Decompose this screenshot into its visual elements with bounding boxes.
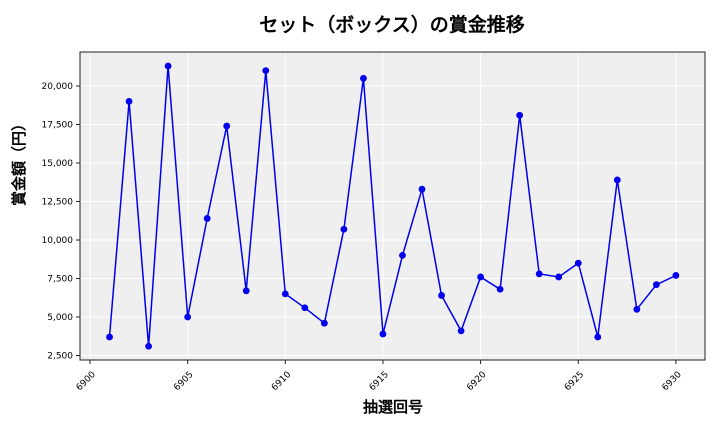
data-point: [320, 319, 328, 327]
y-tick-label: 2,500: [47, 352, 73, 362]
data-point: [262, 67, 270, 74]
data-point: [125, 98, 133, 105]
x-tick-label: 6920: [465, 370, 488, 393]
data-point: [672, 272, 680, 279]
x-tick-label: 6925: [563, 370, 586, 393]
data-point: [184, 313, 192, 321]
data-point: [360, 74, 367, 82]
data-point: [438, 292, 445, 299]
data-point: [496, 285, 504, 293]
y-tick-label: 12,500: [42, 198, 74, 208]
y-tick-label: 5,000: [47, 313, 73, 323]
chart-title: セット（ボックス）の賞金推移: [259, 14, 525, 36]
data-point: [594, 333, 602, 341]
data-point: [418, 185, 426, 193]
x-axis-label: 抽選回号: [362, 398, 423, 416]
data-point: [379, 330, 387, 338]
y-tick-label: 15,000: [42, 159, 74, 169]
plot-area: [80, 52, 705, 360]
data-point: [164, 62, 172, 70]
data-point: [340, 225, 348, 233]
data-point: [633, 305, 641, 313]
data-point: [535, 270, 543, 278]
data-point: [457, 327, 465, 335]
data-point: [652, 281, 660, 289]
x-tick-label: 6905: [172, 370, 195, 393]
data-point: [203, 215, 211, 222]
y-axis: 2,500 5,000 7,500 10,000 12,500 15,000 17,500 2…: [42, 82, 80, 362]
x-tick-label: 6910: [270, 370, 293, 393]
y-tick-label: 7,500: [47, 275, 73, 285]
data-point: [516, 111, 524, 119]
data-point: [281, 290, 289, 298]
data-point: [301, 304, 309, 312]
data-point: [145, 342, 152, 350]
x-tick-label: 6900: [75, 370, 98, 393]
data-point: [555, 273, 563, 281]
data-point: [477, 273, 484, 281]
data-point: [613, 176, 621, 184]
data-point: [223, 122, 231, 130]
data-point: [106, 333, 113, 341]
x-tick-label: 6915: [368, 370, 391, 393]
y-tick-label: 10,000: [42, 236, 74, 246]
y-tick-label: 17,500: [42, 121, 74, 131]
data-point: [399, 252, 406, 259]
y-tick-label: 20,000: [42, 82, 74, 92]
plot-frame: [79, 51, 706, 361]
data-point: [574, 259, 582, 267]
x-axis: 6900 6905 6910 6915 6920 6925 6930: [75, 360, 684, 393]
data-point: [242, 287, 250, 295]
series-line: [106, 62, 680, 350]
x-tick-label: 6930: [661, 370, 684, 393]
